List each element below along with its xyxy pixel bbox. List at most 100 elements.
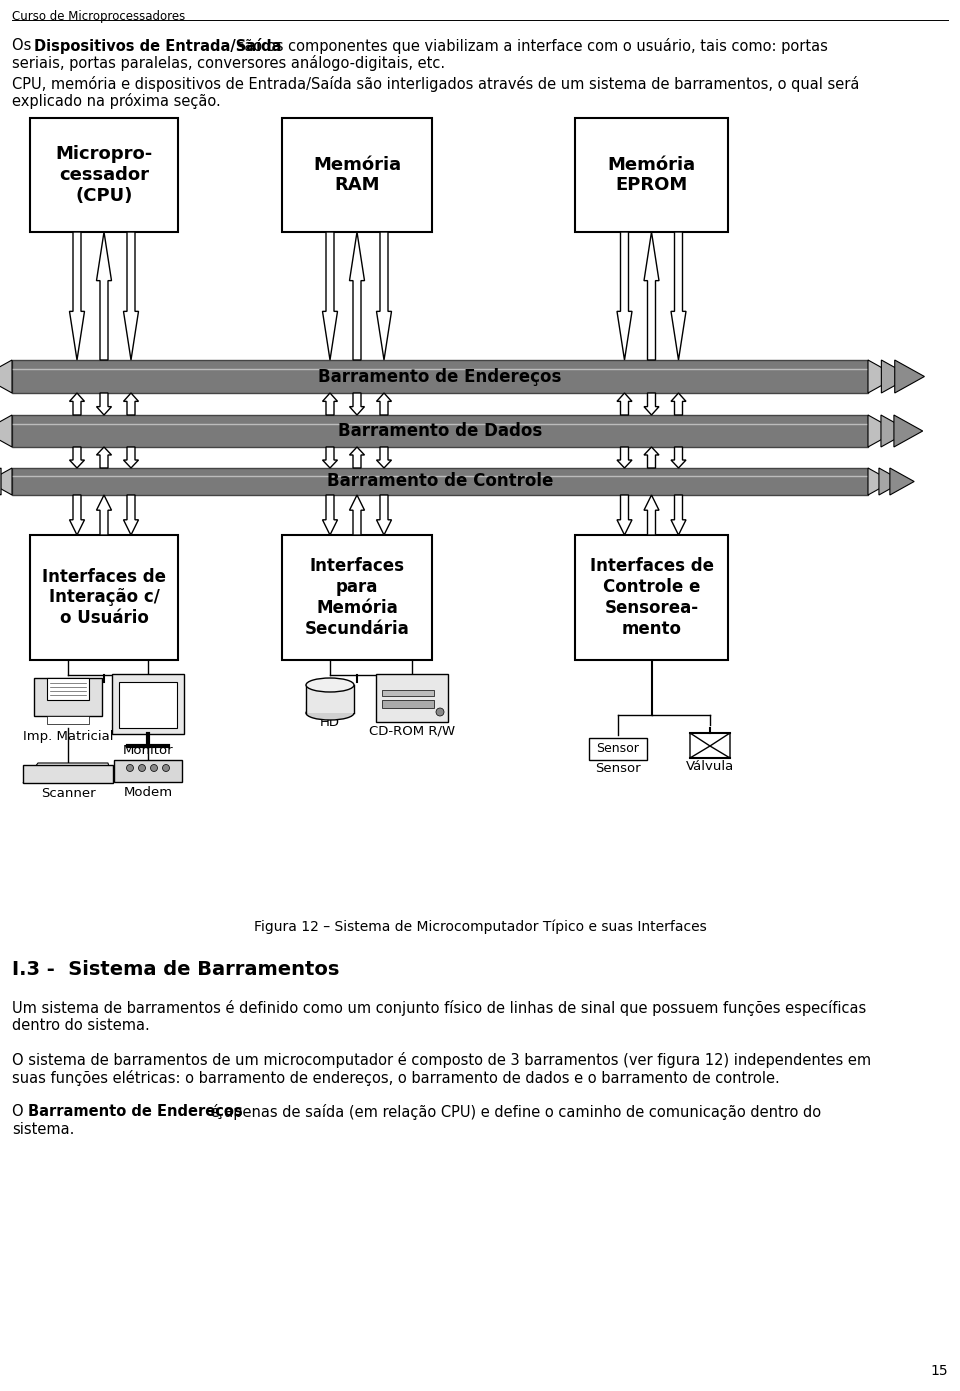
Polygon shape — [671, 232, 686, 360]
Text: Sensor: Sensor — [595, 762, 641, 775]
Bar — [12, 360, 868, 394]
Bar — [589, 739, 647, 759]
Polygon shape — [323, 495, 338, 536]
Polygon shape — [97, 394, 111, 415]
Polygon shape — [69, 232, 84, 360]
Polygon shape — [323, 394, 338, 415]
Polygon shape — [376, 394, 392, 415]
Text: Interfaces
para
Memória
Secundária: Interfaces para Memória Secundária — [304, 558, 409, 637]
Polygon shape — [671, 394, 686, 415]
Text: I.3 -  Sistema de Barramentos: I.3 - Sistema de Barramentos — [12, 960, 340, 979]
Text: é apenas de saída (em relação CPU) e define o caminho de comunicação dentro do: é apenas de saída (em relação CPU) e def… — [206, 1104, 821, 1120]
Text: Imp. Matricial: Imp. Matricial — [23, 730, 113, 743]
Bar — [112, 675, 184, 734]
Text: dentro do sistema.: dentro do sistema. — [12, 1018, 150, 1034]
Text: Os: Os — [12, 38, 36, 53]
Text: Dispositivos de Entrada/Saída: Dispositivos de Entrada/Saída — [34, 38, 281, 54]
Polygon shape — [0, 467, 12, 495]
Polygon shape — [690, 733, 710, 758]
Polygon shape — [644, 232, 659, 360]
Text: Barramento de Dados: Barramento de Dados — [338, 421, 542, 440]
Bar — [382, 690, 434, 696]
Bar — [119, 682, 177, 727]
Bar — [282, 118, 432, 232]
Bar — [282, 536, 432, 659]
Polygon shape — [349, 232, 365, 360]
Polygon shape — [671, 447, 686, 467]
Bar — [114, 759, 182, 782]
Polygon shape — [349, 394, 365, 415]
Text: sistema.: sistema. — [12, 1123, 74, 1136]
Bar — [47, 716, 89, 723]
Circle shape — [138, 765, 146, 772]
Bar — [306, 684, 354, 714]
Polygon shape — [69, 394, 84, 415]
Polygon shape — [868, 467, 892, 495]
Polygon shape — [23, 764, 113, 783]
Polygon shape — [644, 495, 659, 536]
Polygon shape — [644, 394, 659, 415]
Circle shape — [162, 765, 170, 772]
Polygon shape — [671, 495, 686, 536]
Polygon shape — [69, 495, 84, 536]
Bar — [575, 118, 728, 232]
Text: Sensor: Sensor — [596, 743, 639, 755]
Polygon shape — [0, 360, 12, 394]
Text: Micropro-
cessador
(CPU): Micropro- cessador (CPU) — [56, 145, 153, 204]
Polygon shape — [124, 447, 138, 467]
Polygon shape — [69, 447, 84, 467]
Polygon shape — [97, 495, 111, 536]
Bar — [30, 118, 178, 232]
Polygon shape — [879, 467, 903, 495]
Polygon shape — [376, 447, 392, 467]
Polygon shape — [617, 394, 632, 415]
Text: Válvula: Válvula — [685, 759, 734, 773]
Text: HD: HD — [320, 716, 340, 729]
Polygon shape — [617, 447, 632, 467]
Polygon shape — [97, 232, 111, 360]
Polygon shape — [323, 447, 338, 467]
Polygon shape — [124, 394, 138, 415]
Polygon shape — [97, 447, 111, 467]
Polygon shape — [881, 360, 911, 394]
Polygon shape — [376, 495, 392, 536]
Text: Barramento de Controle: Barramento de Controle — [326, 473, 553, 491]
Text: seriais, portas paralelas, conversores análogo-digitais, etc.: seriais, portas paralelas, conversores a… — [12, 56, 445, 71]
Text: CPU, memória e dispositivos de Entrada/Saída são interligados através de um sist: CPU, memória e dispositivos de Entrada/S… — [12, 77, 859, 92]
Ellipse shape — [306, 677, 354, 691]
Text: CD-ROM R/W: CD-ROM R/W — [369, 723, 455, 737]
Polygon shape — [124, 232, 138, 360]
Polygon shape — [617, 232, 632, 360]
Polygon shape — [349, 447, 365, 467]
Polygon shape — [0, 467, 1, 495]
Polygon shape — [617, 495, 632, 536]
Text: 15: 15 — [930, 1365, 948, 1378]
Text: O: O — [12, 1104, 28, 1118]
Text: Modem: Modem — [124, 786, 173, 798]
Circle shape — [436, 708, 444, 716]
Polygon shape — [323, 232, 338, 360]
Polygon shape — [644, 447, 659, 467]
Polygon shape — [868, 360, 898, 394]
Text: Figura 12 – Sistema de Microcomputador Típico e suas Interfaces: Figura 12 – Sistema de Microcomputador T… — [253, 919, 707, 935]
Text: Monitor: Monitor — [123, 744, 174, 757]
Polygon shape — [710, 733, 730, 758]
Polygon shape — [890, 467, 914, 495]
Bar — [376, 675, 448, 722]
Text: Interfaces de
Interação c/
o Usuário: Interfaces de Interação c/ o Usuário — [42, 568, 166, 627]
Polygon shape — [349, 495, 365, 536]
Polygon shape — [376, 232, 392, 360]
Polygon shape — [0, 415, 12, 447]
Text: Um sistema de barramentos é definido como um conjunto físico de linhas de sinal : Um sistema de barramentos é definido com… — [12, 1000, 866, 1015]
Bar — [575, 536, 728, 659]
Circle shape — [127, 765, 133, 772]
Text: O sistema de barramentos de um microcomputador é composto de 3 barramentos (ver : O sistema de barramentos de um microcomp… — [12, 1052, 871, 1068]
Text: são os componentes que viabilizam a interface com o usuário, tais como: portas: são os componentes que viabilizam a inte… — [232, 38, 828, 54]
Circle shape — [151, 765, 157, 772]
Text: Scanner: Scanner — [40, 787, 95, 800]
Polygon shape — [868, 415, 897, 447]
Text: Barramento de Endereços: Barramento de Endereços — [28, 1104, 243, 1118]
Bar — [47, 677, 89, 700]
Ellipse shape — [306, 707, 354, 721]
Polygon shape — [895, 360, 924, 394]
